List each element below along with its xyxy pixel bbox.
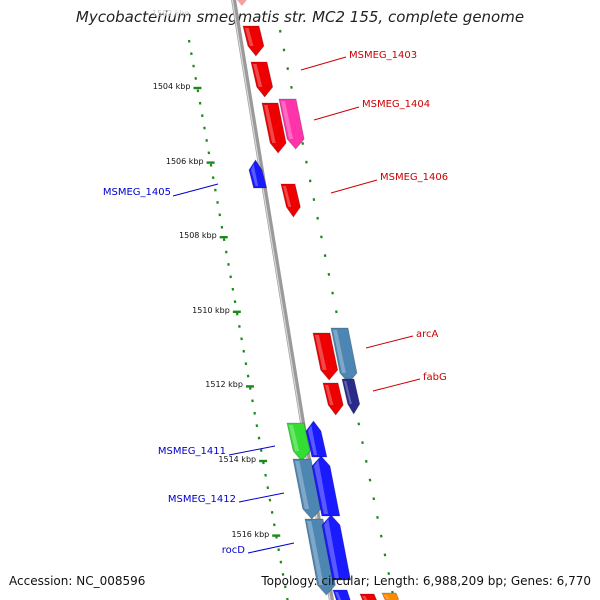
outer-minor-tick: [308, 179, 312, 183]
outer-minor-tick: [376, 515, 379, 519]
outer-minor-tick: [323, 254, 327, 258]
outer-minor-tick: [320, 235, 323, 239]
outer-minor-tick: [301, 141, 305, 145]
gene-arrow-shine: [325, 385, 334, 405]
gene-label[interactable]: fabG: [423, 372, 447, 383]
gene-arrow: [322, 382, 344, 416]
gene-label[interactable]: arcA: [416, 329, 439, 340]
genome-summary-text: Topology: circular; Length: 6,988,209 bp…: [261, 574, 591, 588]
outer-minor-tick: [387, 572, 391, 576]
tick-label: 1508 kbp: [179, 231, 217, 241]
gene-arrow: [250, 61, 274, 98]
gene-arrow: [304, 518, 336, 596]
gene-leader-line: [228, 445, 276, 456]
gene-arrow-shine: [281, 101, 294, 139]
gene-arrow-shine: [333, 330, 346, 373]
gene-label[interactable]: MSMEG_1411: [157, 446, 226, 457]
gene-leader-line: [238, 492, 285, 503]
outer-minor-tick: [372, 497, 376, 501]
outer-minor-tick: [364, 459, 368, 463]
gene-arrow-shine: [324, 519, 339, 578]
gene-leader-line: [172, 183, 219, 197]
gene-arrow-edge-shine: [384, 595, 390, 599]
outer-minor-tick: [316, 216, 319, 220]
gene-label[interactable]: MSMEG_1412: [167, 494, 236, 505]
outer-minor-tick: [379, 534, 383, 538]
tick-label: 1512 kbp: [205, 380, 243, 390]
gene-arrow-faded: [237, 0, 247, 6]
gene-arrow-shine: [314, 460, 329, 514]
gene-leader-line: [365, 335, 414, 349]
map-title: Mycobacterium smegmatis str. MC2 155, co…: [75, 8, 525, 26]
outer-minor-tick: [305, 160, 308, 164]
gene-label[interactable]: MSMEG_1403: [349, 50, 418, 61]
gene-arrow: [330, 327, 358, 384]
gene-leader-line: [247, 542, 295, 554]
gene-arrow-shine: [289, 425, 300, 451]
gene-arrow-shine: [307, 521, 324, 585]
tick-label: 1510 kbp: [192, 305, 230, 315]
gene-arrow-shine: [264, 105, 276, 143]
outer-minor-tick: [335, 310, 338, 314]
outer-minor-tick: [331, 291, 334, 295]
tick-label: 1514 kbp: [218, 455, 257, 464]
gene-leader-line: [313, 106, 360, 121]
gene-leader-line: [372, 378, 421, 392]
outer-minor-tick: [383, 553, 387, 557]
tick-label: 1506 kbp: [165, 156, 204, 166]
outer-minor-tick: [278, 29, 282, 33]
outer-minor-tick: [312, 198, 316, 202]
outer-minor-tick: [286, 67, 290, 71]
gene-arrow: [280, 183, 301, 218]
gene-arrow: [321, 514, 352, 581]
gene-arrow-edge: [381, 592, 400, 600]
gene-arrow-edge-shine: [362, 596, 368, 600]
gene-label[interactable]: rocD: [221, 545, 245, 556]
gene-arrow-shine: [245, 28, 254, 46]
gene-arrow-shine: [344, 381, 352, 404]
gene-arrow: [242, 25, 265, 57]
outer-minor-tick: [361, 441, 364, 445]
gene-arrow: [261, 102, 287, 154]
gene-leader-line: [330, 179, 378, 194]
gene-arrow-edge: [359, 593, 378, 600]
accession-text: Accession: NC_008596: [9, 574, 146, 588]
gene-arrow: [278, 98, 305, 150]
gene-leader-line: [300, 56, 347, 71]
outer-minor-tick: [282, 48, 286, 52]
outer-minor-tick: [368, 478, 372, 482]
clipped-tick-label: 1502 kbp: [152, 9, 190, 18]
gene-label[interactable]: MSMEG_1405: [102, 187, 171, 198]
gene-arrow: [312, 332, 339, 381]
outer-minor-tick: [357, 422, 361, 426]
gene-label[interactable]: MSMEG_1406: [380, 172, 449, 183]
gene-arrow: [305, 420, 328, 458]
gene-arrow-shine: [253, 64, 263, 87]
outer-minor-tick: [290, 85, 293, 89]
tick-label: 1516 kbp: [231, 529, 270, 539]
gene-arrow-edge-shine: [335, 592, 342, 600]
gene-arrow: [248, 159, 268, 189]
gene-arrow-shine: [295, 461, 310, 509]
gene-arrow-shine: [308, 425, 318, 455]
gene-label[interactable]: MSMEG_1404: [362, 99, 431, 110]
gene-arrow-edge: [332, 589, 351, 600]
gene-arrow-shine: [315, 335, 327, 370]
gene-arrow-shine: [251, 164, 259, 186]
gene-arrow: [341, 378, 361, 415]
gene-arrow: [286, 422, 311, 462]
tick-label: 1504 kbp: [152, 82, 191, 91]
outer-minor-tick: [327, 272, 331, 276]
gene-arrow-shine: [283, 186, 292, 207]
